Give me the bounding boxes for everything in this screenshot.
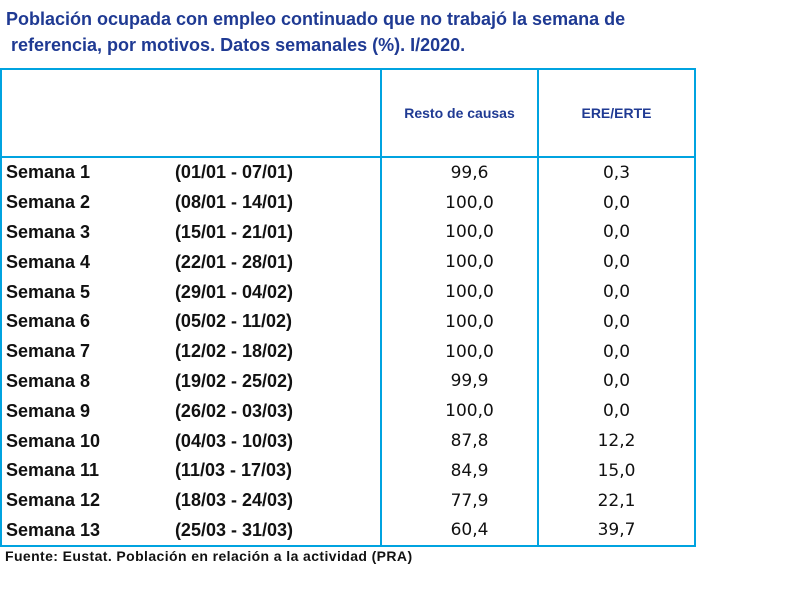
- row-week: Semana 3: [6, 221, 91, 242]
- row-resto-value: 99,9: [380, 366, 538, 397]
- row-week: Semana 9: [6, 400, 91, 421]
- source-note: Fuente: Eustat. Población en relación a …: [5, 548, 413, 564]
- row-ere-value: 0,0: [537, 396, 695, 427]
- row-ere-value: 0,3: [537, 157, 695, 188]
- row-ere-value: 22,1: [537, 485, 695, 516]
- table-row: Semana 12 (18/03 - 24/03) 77,9 22,1: [1, 485, 695, 516]
- table-row: Semana 9 (26/02 - 03/03) 100,0 0,0: [1, 396, 695, 427]
- table-row: Semana 7 (12/02 - 18/02) 100,0 0,0: [1, 336, 695, 367]
- row-week: Semana 1: [6, 162, 91, 183]
- table-row: Semana 8 (19/02 - 25/02) 99,9 0,0: [1, 366, 695, 397]
- row-resto-value: 100,0: [380, 396, 538, 427]
- row-resto-value: 84,9: [380, 455, 538, 486]
- row-date-range: (05/02 - 11/02): [174, 311, 293, 332]
- table-row: Semana 5 (29/01 - 04/02) 100,0 0,0: [1, 277, 695, 307]
- row-date-range: (04/03 - 10/03): [174, 430, 294, 451]
- row-resto-value: 100,0: [380, 217, 538, 248]
- row-week: Semana 8: [6, 370, 91, 391]
- row-resto-value: 77,9: [380, 485, 538, 516]
- table-header-row: Resto de causas ERE/ERTE: [0, 68, 696, 158]
- row-week: Semana 11: [6, 460, 100, 481]
- data-table: Resto de causas ERE/ERTE Semana 1 (01/01 …: [0, 68, 696, 547]
- row-resto-value: 100,0: [380, 336, 538, 367]
- row-ere-value: 0,0: [537, 336, 695, 367]
- row-ere-value: 0,0: [537, 277, 695, 307]
- row-date-range: (11/03 - 17/03): [174, 460, 293, 481]
- row-ere-value: 12,2: [537, 426, 695, 456]
- table-row: Semana 2 (08/01 - 14/01) 100,0 0,0: [1, 187, 695, 218]
- row-date-range: (01/01 - 07/01): [174, 162, 294, 183]
- row-date-range: (26/02 - 03/03): [174, 400, 294, 421]
- row-week: Semana 7: [6, 341, 91, 362]
- table-row: Semana 10 (04/03 - 10/03) 87,8 12,2: [1, 426, 695, 456]
- row-week: Semana 12: [6, 490, 101, 511]
- row-ere-value: 39,7: [537, 515, 695, 547]
- row-resto-value: 100,0: [380, 277, 538, 307]
- row-ere-value: 0,0: [537, 366, 695, 397]
- row-resto-value: 99,6: [380, 157, 538, 188]
- row-resto-value: 100,0: [380, 306, 538, 337]
- table-title: Población ocupada con empleo continuado …: [6, 6, 726, 58]
- row-date-range: (08/01 - 14/01): [174, 192, 294, 213]
- title-line-1: Población ocupada con empleo continuado …: [6, 9, 626, 29]
- row-week: Semana 5: [6, 281, 91, 302]
- row-ere-value: 0,0: [537, 306, 695, 337]
- table-row: Semana 1 (01/01 - 07/01) 99,6 0,3: [1, 157, 695, 188]
- table-row: Semana 3 (15/01 - 21/01) 100,0 0,0: [1, 217, 695, 248]
- row-week: Semana 2: [6, 192, 91, 213]
- table-row: Semana 11 (11/03 - 17/03) 84,9 15,0: [1, 455, 695, 486]
- row-date-range: (29/01 - 04/02): [174, 281, 294, 302]
- row-resto-value: 60,4: [380, 515, 538, 547]
- row-week: Semana 13: [6, 519, 101, 540]
- header-empty-cell: [0, 68, 382, 158]
- row-resto-value: 100,0: [380, 247, 538, 278]
- row-week: Semana 6: [6, 311, 91, 332]
- row-ere-value: 15,0: [537, 455, 695, 486]
- title-line-2: referencia, por motivos. Datos semanales…: [11, 35, 466, 55]
- row-resto-value: 87,8: [380, 426, 538, 456]
- row-week: Semana 4: [6, 251, 91, 272]
- table-body: Semana 1 (01/01 - 07/01) 99,6 0,3 Semana 2 (0…: [1, 157, 695, 547]
- row-ere-value: 0,0: [537, 217, 695, 248]
- table-row: Semana 13 (25/03 - 31/03) 60,4 39,7: [1, 515, 695, 547]
- row-week: Semana 10: [6, 430, 101, 451]
- row-date-range: (15/01 - 21/01): [174, 221, 294, 242]
- row-date-range: (19/02 - 25/02): [174, 370, 294, 391]
- row-ere-value: 0,0: [537, 247, 695, 278]
- row-date-range: (22/01 - 28/01): [174, 251, 294, 272]
- header-ere: ERE/ERTE: [537, 68, 696, 158]
- header-resto: Resto de causas: [380, 68, 539, 158]
- table-row: Semana 6 (05/02 - 11/02) 100,0 0,0: [1, 306, 695, 337]
- row-date-range: (25/03 - 31/03): [174, 519, 294, 540]
- table-row: Semana 4 (22/01 - 28/01) 100,0 0,0: [1, 247, 695, 278]
- row-date-range: (18/03 - 24/03): [174, 490, 294, 511]
- row-ere-value: 0,0: [537, 187, 695, 218]
- row-resto-value: 100,0: [380, 187, 538, 218]
- row-date-range: (12/02 - 18/02): [174, 341, 294, 362]
